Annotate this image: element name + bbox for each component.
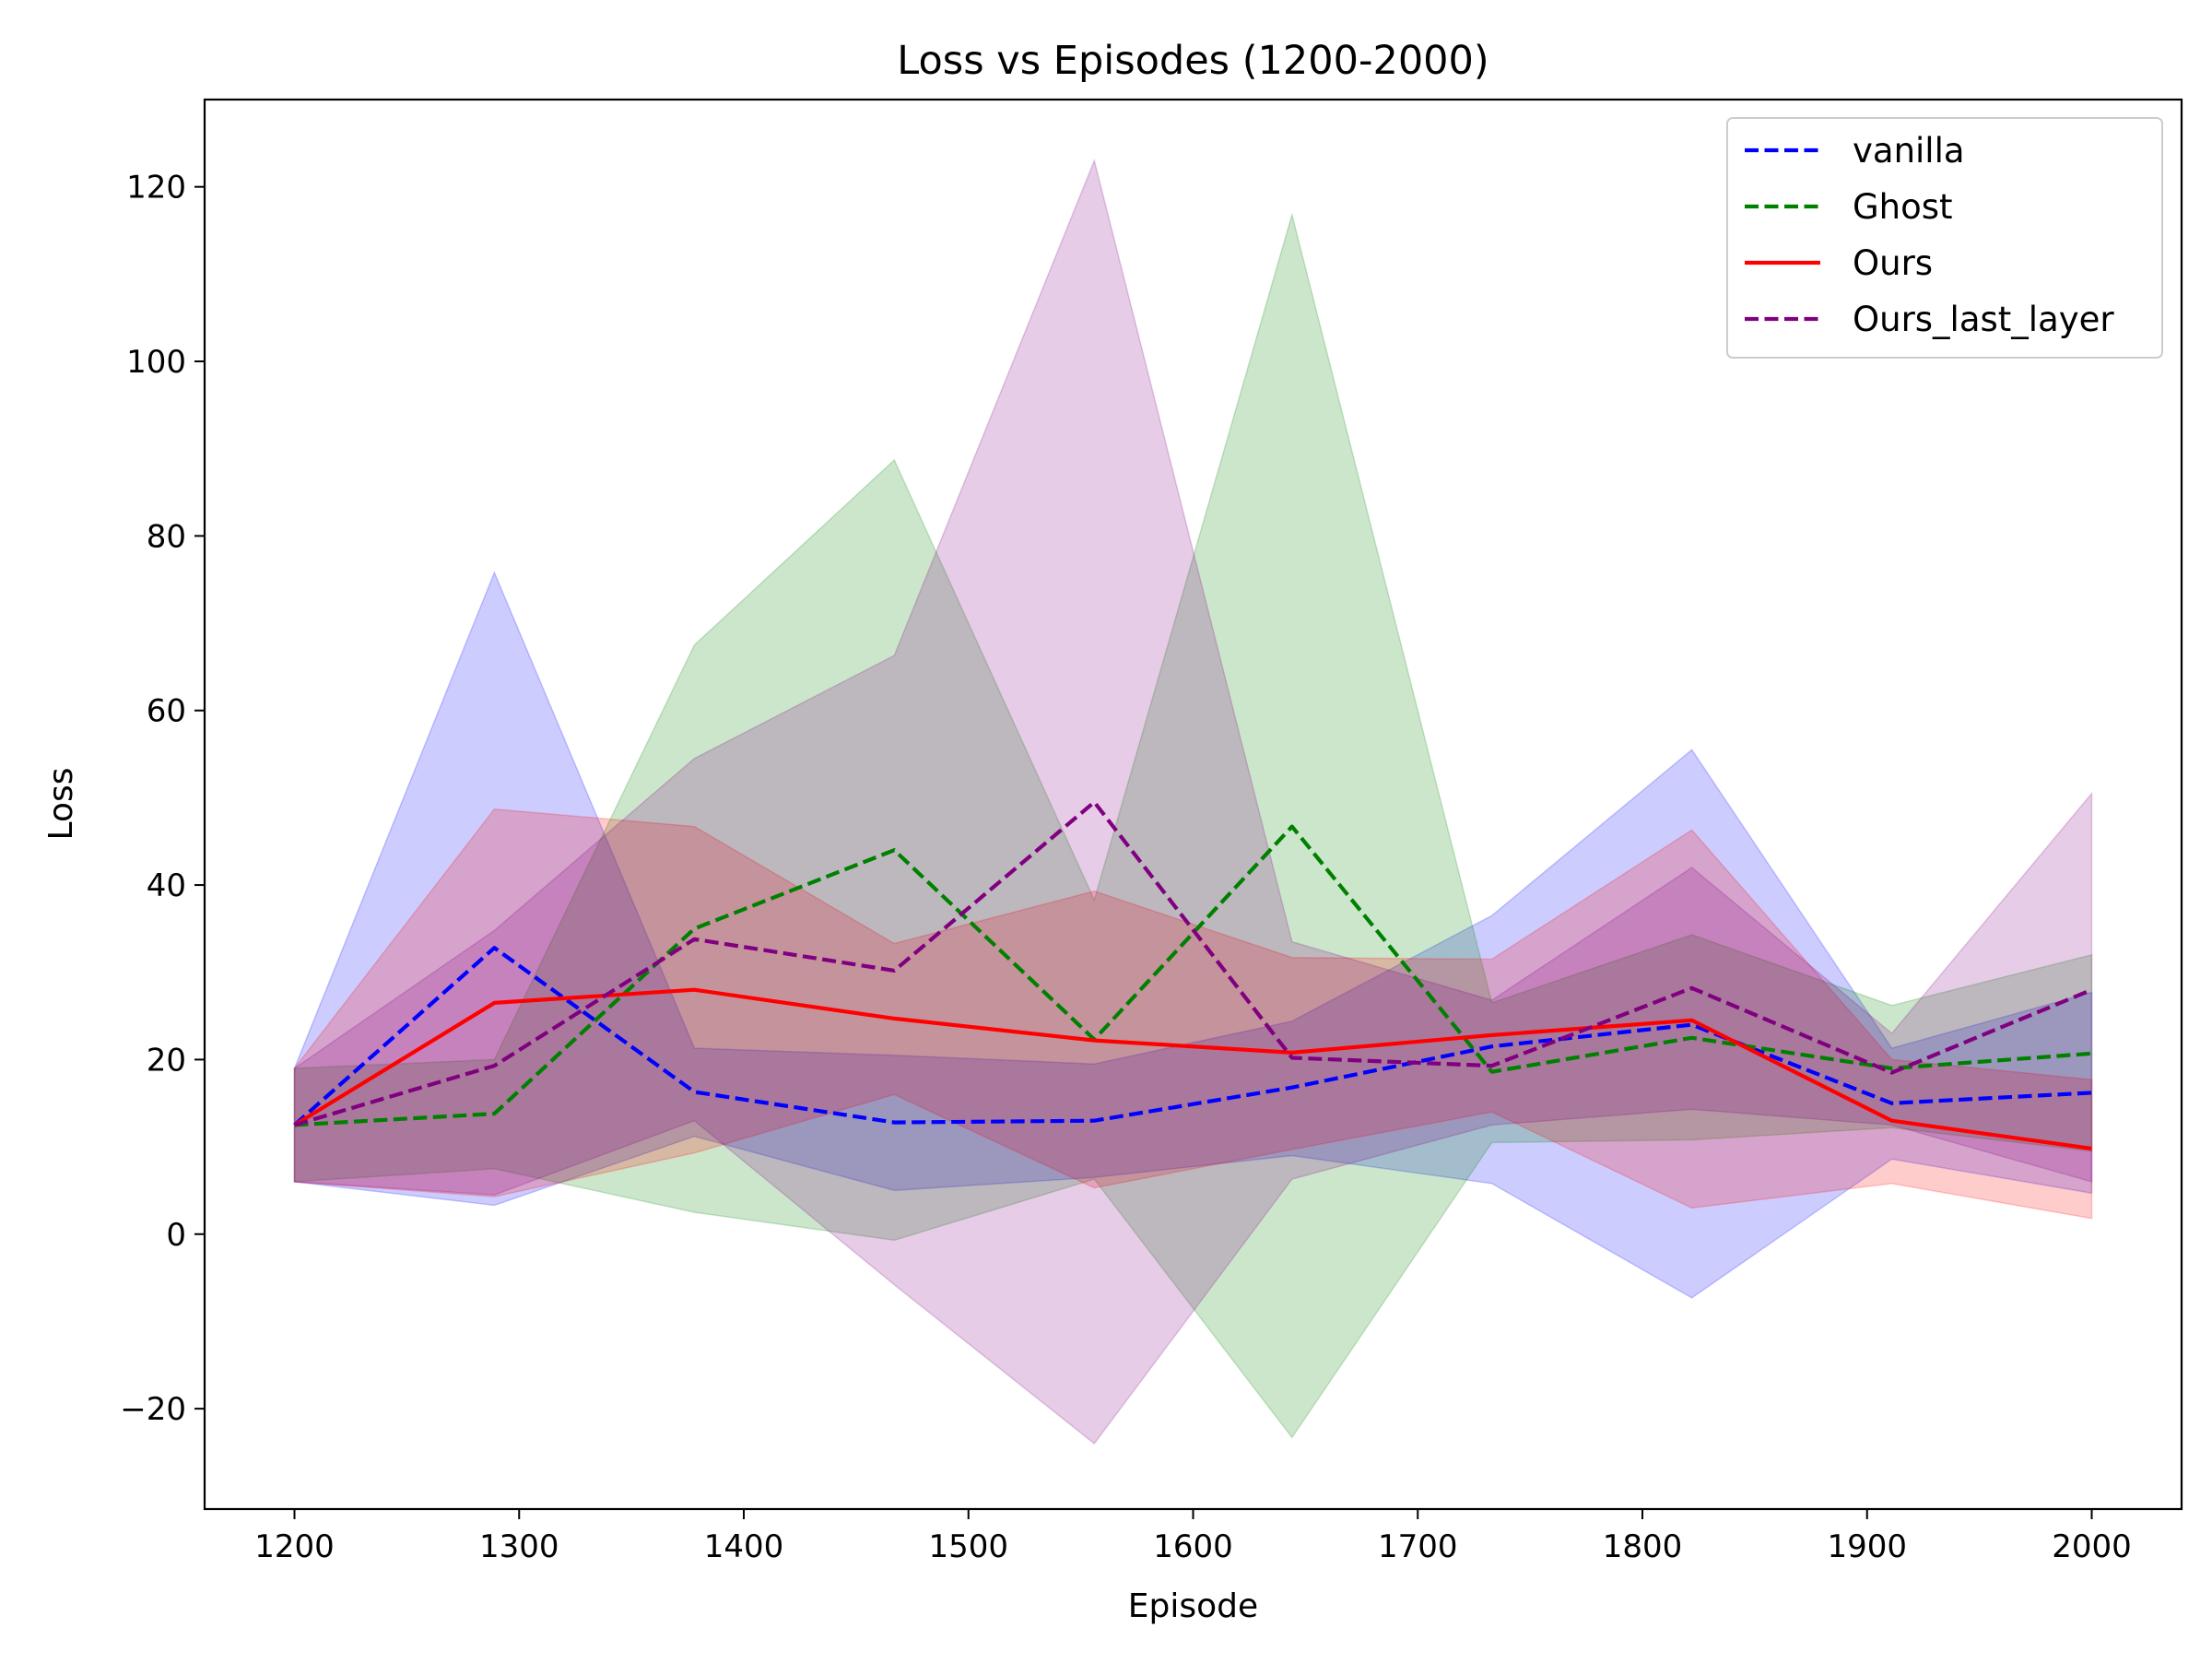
y-axis-label: Loss	[42, 768, 80, 841]
y-tick-label: 60	[147, 693, 186, 730]
y-tick-label: 120	[126, 170, 186, 206]
legend-label-ours: Ours	[1853, 243, 1933, 283]
band-ours-last-layer	[293, 158, 2093, 1445]
line-ours	[293, 987, 2092, 1151]
legend-label-ghost: Ghost	[1853, 187, 1953, 227]
y-axis-ticks: −20 0 20 40 60 80 100 120	[120, 170, 205, 1428]
legend-label-vanilla: vanilla	[1853, 131, 1965, 171]
confidence-bands	[293, 158, 2093, 1445]
x-tick-label: 1600	[1153, 1528, 1233, 1565]
x-tick-label: 1300	[479, 1528, 559, 1565]
y-tick-label: 80	[147, 518, 186, 555]
band-vanilla	[293, 571, 2093, 1299]
band-ghost	[293, 212, 2093, 1439]
legend-label-ours-last-layer: Ours_last_layer	[1853, 300, 2114, 339]
x-tick-label: 1400	[704, 1528, 784, 1565]
band-ours	[293, 808, 2093, 1220]
x-axis-label: Episode	[1128, 1587, 1258, 1625]
y-tick-label: 40	[147, 867, 186, 904]
y-tick-label: 100	[126, 344, 186, 381]
x-tick-label: 1800	[1603, 1528, 1683, 1565]
x-tick-label: 2000	[2052, 1528, 2132, 1565]
legend: vanilla Ghost Ours Ours_last_layer	[1726, 117, 2163, 359]
legend-box	[1726, 117, 2163, 359]
chart-title: Loss vs Episodes (1200-2000)	[897, 38, 1488, 84]
y-tick-label: 20	[147, 1042, 186, 1079]
y-tick-label: 0	[166, 1217, 186, 1254]
y-tick-label: −20	[120, 1391, 186, 1428]
line-vanilla	[293, 946, 2092, 1126]
x-tick-label: 1900	[1827, 1528, 1907, 1565]
line-ghost	[294, 824, 2092, 1127]
x-tick-label: 1700	[1378, 1528, 1458, 1565]
line-ours-last-layer	[293, 799, 2093, 1127]
x-axis-ticks: 1200 1300 1400 1500 1600 1700 1800 1900 2000	[254, 1509, 2132, 1565]
x-tick-label: 1200	[254, 1528, 335, 1565]
series-lines	[293, 799, 2093, 1151]
x-tick-label: 1500	[928, 1528, 1008, 1565]
